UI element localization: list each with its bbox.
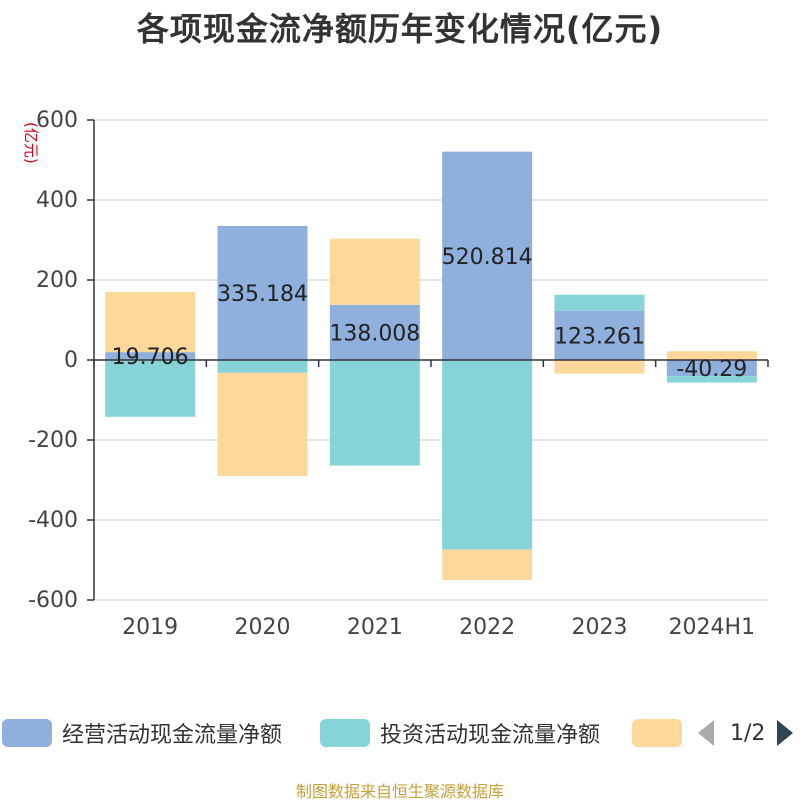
pager-prev-icon[interactable] [698, 720, 714, 746]
legend-swatch-financing [632, 719, 682, 747]
bar-operating [329, 304, 420, 360]
bar-investing [554, 294, 645, 311]
y-tick-label: 200 [36, 268, 78, 293]
legend-swatch-operating [2, 719, 52, 747]
bar-investing [442, 360, 533, 550]
bar-operating [442, 151, 533, 360]
bar-investing [105, 360, 196, 417]
y-tick-label: -600 [28, 588, 78, 613]
legend-item-financing[interactable] [632, 716, 692, 750]
x-tick-label: 2024H1 [669, 615, 756, 640]
bar-financing [105, 292, 196, 353]
y-axis-unit-label: (亿元) [22, 122, 40, 164]
pager-next-icon[interactable] [777, 720, 794, 746]
data-label: -40.29 [676, 357, 747, 382]
bar-investing [217, 360, 308, 373]
legend-item-operating[interactable]: 经营活动现金流量净额 [2, 716, 282, 750]
x-tick-label: 2023 [572, 615, 628, 640]
bar-operating [105, 352, 196, 360]
x-tick-label: 2021 [347, 615, 403, 640]
x-tick-label: 2020 [235, 615, 291, 640]
data-label: 335.184 [217, 282, 308, 307]
bar-financing [666, 351, 757, 360]
bar-financing [554, 360, 645, 374]
bar-financing [329, 238, 420, 305]
bar-operating [666, 360, 757, 377]
legend-label-operating: 经营活动现金流量净额 [62, 723, 283, 748]
bar-chart: 600 400 200 0 -200 -400 -600 (亿元) 2019 2020 2021 20… [22, 108, 769, 640]
y-tick-label: -400 [28, 508, 78, 533]
bar-investing [329, 360, 420, 466]
data-label: 19.706 [112, 345, 189, 370]
data-label: 138.008 [329, 321, 420, 346]
bar-operating [554, 310, 645, 360]
legend-label-investing: 投资活动现金流量净额 [380, 723, 601, 748]
bar-financing [442, 549, 533, 580]
data-source-note: 制图数据来自恒生聚源数据库 [295, 782, 504, 801]
x-tick-label: 2019 [122, 615, 178, 640]
y-tick-label: 0 [64, 348, 78, 373]
axes: 600 400 200 0 -200 -400 -600 (亿元) 2019 2020 2021 20… [22, 108, 769, 640]
legend-item-investing[interactable]: 投资活动现金流量净额 [320, 716, 600, 750]
x-tick-label: 2022 [459, 615, 515, 640]
y-tick-label: 600 [36, 108, 78, 133]
data-label: 520.814 [442, 245, 533, 270]
bar-financing [217, 372, 308, 476]
chart-title: 各项现金流净额历年变化情况(亿元) [136, 10, 664, 48]
data-labels: 19.706 335.184 138.008 520.814 123.261 -40.29 [112, 245, 748, 382]
y-tick-label: -200 [28, 428, 78, 453]
legend-swatch-investing [320, 719, 370, 747]
legend-pager: 1/2 [698, 716, 798, 750]
bar-series [105, 151, 757, 580]
data-label: 123.261 [554, 324, 645, 349]
bar-investing [666, 376, 757, 383]
pager-text: 1/2 [730, 720, 766, 746]
y-tick-label: 400 [36, 188, 78, 213]
bar-operating [217, 225, 308, 360]
